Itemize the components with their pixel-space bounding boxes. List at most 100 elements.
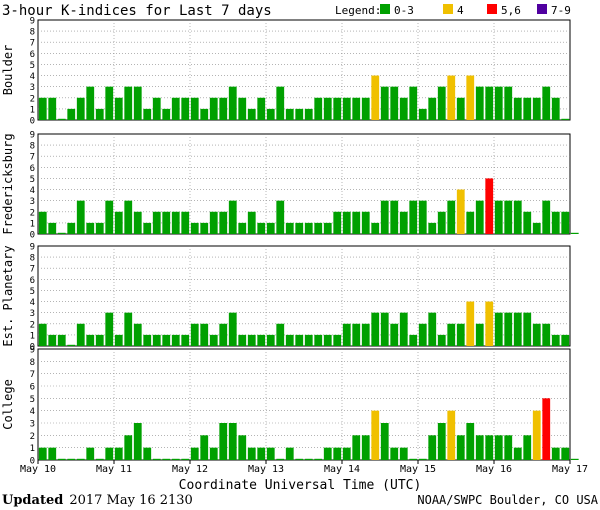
panel-label: Boulder (1, 45, 15, 96)
bar (485, 178, 494, 234)
legend-swatch (380, 4, 390, 14)
bar (171, 211, 180, 234)
chart-title: 3-hour K-indices for Last 7 days (2, 3, 272, 19)
legend-swatch (443, 4, 453, 14)
bar (86, 222, 95, 234)
legend-swatch (487, 4, 497, 14)
bar (238, 97, 247, 120)
bar (228, 423, 237, 460)
bar (561, 211, 570, 234)
x-tick-label: May 11 (96, 464, 132, 475)
bar (285, 447, 294, 460)
y-tick-label: 8 (30, 28, 35, 38)
bar (504, 312, 513, 346)
y-tick-label: 8 (30, 358, 35, 368)
bar (380, 200, 389, 234)
bar (437, 211, 446, 234)
bar (333, 447, 342, 460)
bar (38, 97, 47, 120)
bar (114, 211, 123, 234)
bar (48, 97, 57, 120)
bar (67, 344, 76, 346)
bar (219, 97, 228, 120)
bar (475, 86, 484, 120)
bar (532, 97, 541, 120)
bar (361, 435, 370, 460)
bar (200, 323, 209, 346)
bar (181, 458, 190, 460)
y-tick-label: 8 (30, 142, 35, 152)
y-tick-label: 3 (30, 83, 35, 93)
bar (162, 108, 171, 120)
bar (266, 334, 275, 346)
bar (285, 222, 294, 234)
bar (523, 312, 532, 346)
y-tick-label: 0 (30, 117, 35, 127)
y-tick-label: 4 (30, 298, 35, 308)
bar (352, 211, 361, 234)
bar (447, 75, 456, 120)
bar (143, 447, 152, 460)
bar (323, 97, 332, 120)
bar (456, 323, 465, 346)
bar (124, 200, 133, 234)
bar (285, 108, 294, 120)
bar (124, 86, 133, 120)
bar (494, 312, 503, 346)
bar (399, 211, 408, 234)
bar (38, 211, 47, 234)
bar (304, 108, 313, 120)
bar (190, 447, 199, 460)
bar (257, 334, 266, 346)
bar (437, 334, 446, 346)
footer-updated-value: 2017 May 16 2130 (69, 493, 193, 508)
bar (105, 447, 114, 460)
bar (456, 189, 465, 234)
bar (200, 222, 209, 234)
bar (152, 97, 161, 120)
x-tick-label: May 15 (400, 464, 436, 475)
y-tick-label: 8 (30, 254, 35, 264)
y-tick-label: 7 (30, 153, 35, 163)
y-tick-label: 1 (30, 331, 35, 341)
bar (67, 108, 76, 120)
bar (266, 222, 275, 234)
bar (67, 458, 76, 460)
bar (409, 458, 418, 460)
bar (219, 423, 228, 460)
footer-source: NOAA/SWPC Boulder, CO USA (417, 493, 598, 507)
y-tick-label: 5 (30, 175, 35, 185)
x-axis: May 10 May 11 May 12 May 13 May 14 May 15 May … (20, 460, 588, 475)
bar (513, 97, 522, 120)
y-tick-label: 2 (30, 208, 35, 218)
bar (143, 334, 152, 346)
bar (76, 97, 85, 120)
bar (95, 458, 104, 460)
chart-header: 3-hour K-indices for Last 7 days Legend:… (2, 3, 571, 19)
bar (190, 97, 199, 120)
bar (86, 334, 95, 346)
bar (409, 86, 418, 120)
y-tick-label: 5 (30, 287, 35, 297)
bar (57, 458, 66, 460)
bar (323, 334, 332, 346)
bar (342, 323, 351, 346)
footer-updated: Updated 2017 May 16 2130 (2, 493, 193, 508)
bar (380, 423, 389, 460)
bar (171, 334, 180, 346)
y-tick-label: 9 (30, 131, 35, 141)
bar (285, 334, 294, 346)
bar (228, 312, 237, 346)
y-tick-label: 5 (30, 61, 35, 71)
bar (409, 334, 418, 346)
bar (76, 458, 85, 460)
bar (162, 334, 171, 346)
bar (304, 458, 313, 460)
bar (466, 75, 475, 120)
bar (561, 334, 570, 346)
bar (48, 447, 57, 460)
